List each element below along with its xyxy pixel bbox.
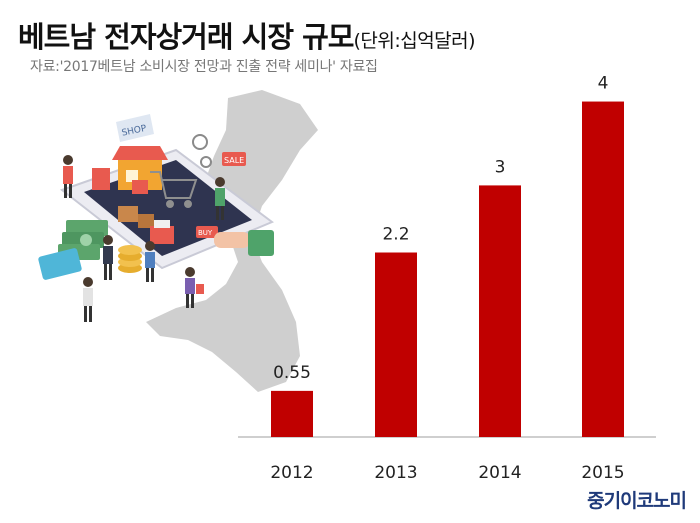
value-label-2015: 4 xyxy=(598,74,609,94)
value-label-2014: 3 xyxy=(495,157,506,177)
buy-button-text: BUY xyxy=(198,229,213,237)
person-figure xyxy=(83,277,93,322)
gear-icon xyxy=(192,134,212,168)
credit-card xyxy=(38,248,82,280)
bar-2014 xyxy=(479,185,521,437)
person-figure xyxy=(63,155,73,198)
chart-title: 베트남 전자상거래 시장 규모(단위:십억달러) xyxy=(18,14,476,56)
x-tick-2014: 2014 xyxy=(478,463,521,483)
pointing-hand xyxy=(214,230,274,256)
bar-2015 xyxy=(582,101,624,437)
source-note: 자료:'2017베트남 소비시장 전망과 진출 전략 세미나' 자료집 xyxy=(30,59,378,75)
bar-2012 xyxy=(271,390,313,437)
shopping-cart-icon xyxy=(150,171,198,208)
shop-sign: SHOP xyxy=(116,114,154,142)
person-figure xyxy=(215,177,225,220)
buy-button: BUY xyxy=(196,226,218,238)
x-tick-2013: 2013 xyxy=(374,463,417,483)
x-tick-2015: 2015 xyxy=(581,463,624,483)
sale-tag-text: SALE xyxy=(224,156,244,165)
value-label-2013: 2.2 xyxy=(382,225,409,245)
person-figure xyxy=(103,235,113,280)
gift-box xyxy=(132,180,148,194)
sale-tag: SALE xyxy=(222,152,246,166)
person-figure xyxy=(185,267,204,308)
value-label-2012: 0.55 xyxy=(273,363,311,383)
coin-stack xyxy=(118,245,142,273)
publisher-logo: 중기이코노미 xyxy=(587,490,687,512)
x-tick-2012: 2012 xyxy=(270,463,313,483)
parcel-box xyxy=(118,206,138,222)
unit-label: (단위:십억달러) xyxy=(353,30,476,52)
parcel-box xyxy=(138,214,154,228)
person-figure xyxy=(145,241,155,282)
bar-2013 xyxy=(375,252,417,437)
cash-register xyxy=(150,220,174,244)
title-text: 베트남 전자상거래 시장 규모 xyxy=(18,20,354,54)
shopping-bag xyxy=(92,168,110,190)
